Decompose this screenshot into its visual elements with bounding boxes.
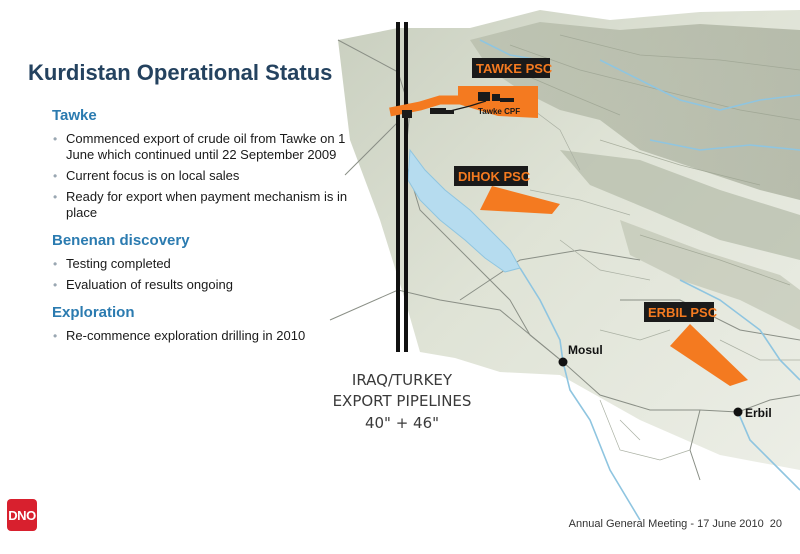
bullet-item: Current focus is on local sales bbox=[52, 168, 352, 184]
section-tawke: Tawke Commenced export of crude oil from… bbox=[52, 106, 352, 221]
section-heading: Exploration bbox=[52, 304, 135, 321]
tawke-cpf-label: Tawke CPF bbox=[478, 107, 520, 116]
dno-logo: DNO bbox=[7, 499, 37, 531]
erbil-psc-label-bg bbox=[644, 302, 714, 322]
dihok-psc-label-bg bbox=[454, 166, 528, 186]
mountain-ridges bbox=[470, 22, 800, 200]
bullet-item: Ready for export when payment mechanism … bbox=[52, 189, 352, 221]
slide-title: Kurdistan Operational Status bbox=[28, 60, 333, 85]
footer: Annual General Meeting - 17 June 2010 20 bbox=[569, 518, 782, 530]
lake bbox=[407, 148, 521, 273]
section-exploration: Exploration Re-commence exploration dril… bbox=[52, 303, 352, 344]
bullet-item: Re-commence exploration drilling in 2010 bbox=[52, 328, 352, 344]
erbil-psc-label: ERBIL PSC bbox=[648, 305, 718, 320]
bullet-list: Re-commence exploration drilling in 2010 bbox=[52, 328, 352, 344]
mosul-label: Mosul bbox=[568, 343, 603, 357]
tawke-psc-label-bg bbox=[472, 58, 550, 78]
erbil-marker bbox=[733, 407, 743, 417]
section-heading: Benenan discovery bbox=[52, 232, 190, 249]
erbil-psc-block bbox=[670, 324, 748, 386]
bullet-item: Commenced export of crude oil from Tawke… bbox=[52, 131, 352, 163]
bullet-item: Testing completed bbox=[52, 256, 352, 272]
section-heading: Tawke bbox=[52, 107, 97, 124]
section-benenan: Benenan discovery Testing completed Eval… bbox=[52, 231, 352, 293]
footer-meeting: Annual General Meeting - 17 June 2010 bbox=[568, 518, 764, 530]
page-number: 20 bbox=[769, 518, 782, 530]
dihok-psc-block bbox=[480, 186, 560, 214]
erbil-city-label: Erbil bbox=[745, 406, 772, 420]
slide-content: Tawke Commenced export of crude oil from… bbox=[52, 106, 352, 349]
dihok-psc-label: DIHOK PSC bbox=[458, 169, 531, 184]
bullet-list: Testing completed Evaluation of results … bbox=[52, 256, 352, 293]
mosul-marker bbox=[558, 357, 568, 367]
tawke-export-line bbox=[389, 95, 462, 117]
bullet-item: Evaluation of results ongoing bbox=[52, 277, 352, 293]
tawke-psc-label: TAWKE PSC bbox=[476, 61, 553, 76]
tawke-cpf-facility bbox=[402, 92, 514, 118]
pipeline-caption-line2: EXPORT PIPELINES bbox=[333, 392, 472, 410]
pipeline-caption-line1: IRAQ/TURKEY bbox=[352, 371, 453, 389]
pipeline-caption-line3: 40" + 46" bbox=[365, 414, 439, 432]
bullet-list: Commenced export of crude oil from Tawke… bbox=[52, 131, 352, 221]
